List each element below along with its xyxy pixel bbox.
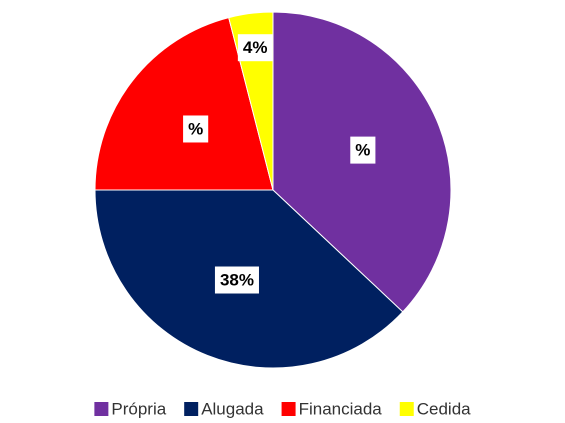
- data-label-group: 38%: [214, 266, 259, 294]
- data-label-box: [237, 34, 273, 62]
- pie-slice: [94, 16, 274, 191]
- data-label: 38%: [220, 271, 254, 290]
- legend-swatch: [184, 402, 199, 416]
- data-label-box: [214, 266, 259, 294]
- data-label-group: %: [350, 136, 376, 164]
- legend-swatch: [399, 402, 414, 416]
- legend-swatch: [281, 402, 296, 416]
- data-label-group: 4%: [237, 34, 273, 62]
- data-label: %: [355, 141, 370, 160]
- data-label-group: %: [183, 115, 209, 143]
- data-label: 4%: [243, 38, 268, 57]
- data-label: %: [188, 119, 203, 138]
- legend-label: Financiada: [299, 399, 383, 418]
- legend-label: Própria: [111, 399, 166, 418]
- legend: Própria Alugada Financiada Cedida: [94, 399, 471, 418]
- legend-label: Cedida: [417, 399, 471, 418]
- legend-label: Alugada: [201, 399, 264, 418]
- data-label-box: [183, 115, 209, 143]
- legend-swatch: [94, 402, 109, 416]
- data-label-box: [350, 136, 376, 164]
